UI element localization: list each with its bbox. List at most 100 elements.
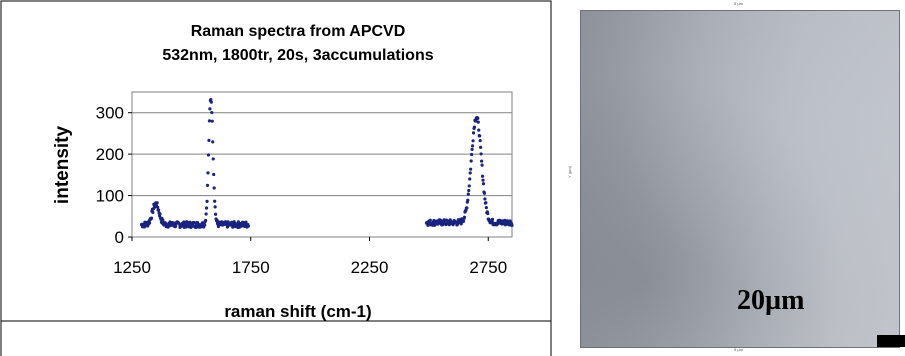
data-point xyxy=(192,221,196,225)
y-tick-label: 100 xyxy=(96,187,124,206)
data-point xyxy=(486,211,490,216)
y-tick-label: 0 xyxy=(115,228,124,247)
data-point xyxy=(470,152,474,157)
data-point xyxy=(207,138,211,142)
data-point xyxy=(468,177,472,181)
data-point xyxy=(471,139,475,143)
data-point xyxy=(155,201,159,205)
data-point xyxy=(205,183,210,188)
data-point xyxy=(480,159,484,163)
data-point xyxy=(147,221,152,225)
y-tick-labels: 0 100 200 300 xyxy=(96,104,132,247)
scalebar xyxy=(877,335,905,347)
x-axis-label: raman shift (cm-1) xyxy=(224,302,371,321)
data-point xyxy=(211,157,215,161)
data-point xyxy=(476,116,480,121)
data-point xyxy=(208,107,212,111)
x-tick-labels: 1250 1750 2250 2750 xyxy=(113,237,507,277)
y-tick-label: 300 xyxy=(96,104,124,123)
data-point xyxy=(484,201,488,205)
x-tick-label: 2750 xyxy=(469,258,507,277)
data-point xyxy=(206,171,210,175)
data-point xyxy=(469,159,473,163)
data-point xyxy=(158,212,162,216)
data-point xyxy=(462,215,467,219)
data-point xyxy=(207,119,212,123)
plot-area xyxy=(131,91,513,238)
data-point xyxy=(212,172,216,177)
data-point xyxy=(149,216,154,220)
data-point xyxy=(476,120,480,124)
data-point xyxy=(214,212,218,216)
data-point xyxy=(481,178,485,182)
data-point xyxy=(461,219,466,223)
data-point xyxy=(478,139,482,143)
data-point xyxy=(490,217,495,221)
data-point xyxy=(189,224,193,229)
data-point xyxy=(205,199,209,204)
micrograph-side-label: Y (µm) xyxy=(567,165,573,179)
data-point xyxy=(468,171,472,175)
scalebar-label: 20µm xyxy=(737,285,805,316)
data-point xyxy=(209,97,213,102)
data-point xyxy=(212,186,216,190)
data-point xyxy=(479,145,483,149)
data-point xyxy=(472,125,477,129)
data-point xyxy=(466,198,470,202)
data-point xyxy=(206,153,211,157)
data-point xyxy=(480,163,484,167)
data-point xyxy=(470,147,474,151)
data-point xyxy=(470,144,475,148)
micrograph-panel: 5 µm Y (µm) 20µm 5 µm xyxy=(564,0,905,356)
data-point xyxy=(213,199,217,203)
data-point xyxy=(466,192,470,196)
data-point xyxy=(161,218,165,222)
x-tick-label: 2250 xyxy=(351,258,389,277)
data-point xyxy=(479,152,483,156)
data-point xyxy=(480,174,485,178)
data-point xyxy=(467,188,471,193)
data-point xyxy=(209,100,213,104)
data-point xyxy=(467,184,471,188)
raman-chart: Raman spectra from APCVD 532nm, 1800tr, … xyxy=(0,0,552,356)
data-point xyxy=(174,224,178,228)
data-point xyxy=(246,224,250,228)
data-point xyxy=(203,223,207,227)
data-point xyxy=(156,205,160,209)
y-tick-label: 200 xyxy=(96,145,124,164)
data-point xyxy=(204,206,209,210)
data-point xyxy=(510,223,514,227)
y-axis-label: intensity xyxy=(52,126,73,205)
data-point xyxy=(481,182,486,186)
data-point xyxy=(442,218,446,222)
data-point xyxy=(465,206,469,210)
chart-frame xyxy=(0,0,552,322)
data-points xyxy=(139,97,514,230)
chart-title: Raman spectra from APCVD xyxy=(191,23,406,40)
data-point xyxy=(211,140,215,144)
micrograph-top-label: 5 µm xyxy=(734,1,743,6)
data-point xyxy=(428,218,432,222)
x-tick-label: 1750 xyxy=(232,258,270,277)
chart-subtitle: 532nm, 1800tr, 20s, 3accumulations xyxy=(162,47,433,64)
micrograph-bottom-label: 5 µm xyxy=(734,347,743,352)
data-point xyxy=(204,218,208,223)
raman-chart-panel: Raman spectra from APCVD 532nm, 1800tr, … xyxy=(0,0,552,356)
data-point xyxy=(469,167,473,171)
data-point xyxy=(471,131,476,135)
data-point xyxy=(478,134,482,138)
grid-lines xyxy=(132,112,512,197)
data-point xyxy=(210,119,214,123)
data-point xyxy=(484,206,488,210)
micrograph-image: 20µm xyxy=(580,10,905,348)
data-point xyxy=(482,191,487,195)
data-point xyxy=(204,212,208,216)
x-tick-label: 1250 xyxy=(113,258,151,277)
data-point xyxy=(210,110,214,115)
data-point xyxy=(157,208,161,212)
data-point xyxy=(236,220,240,224)
data-point xyxy=(477,128,481,132)
data-point xyxy=(151,210,155,215)
data-point xyxy=(213,205,217,209)
data-point xyxy=(483,197,487,201)
